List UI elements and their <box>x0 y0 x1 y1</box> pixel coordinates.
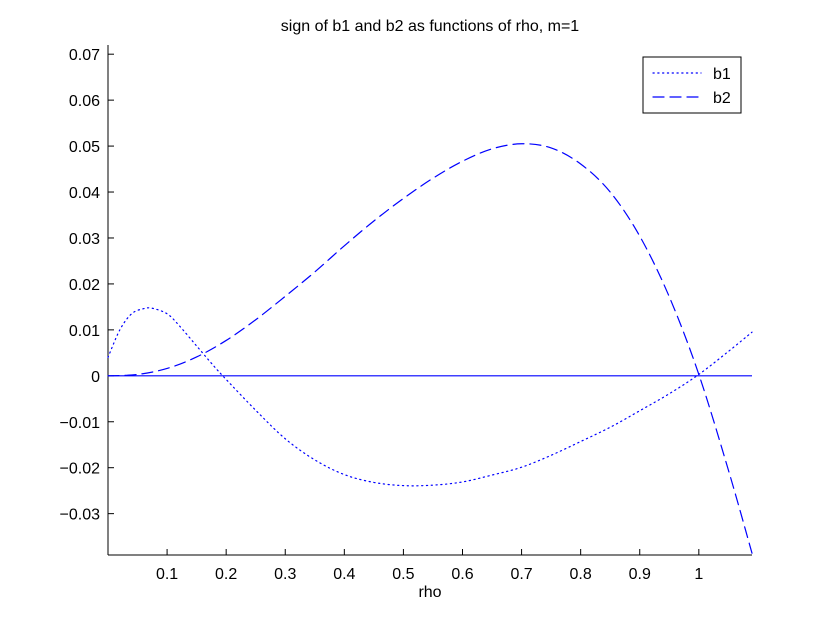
x-tick-label: 0.4 <box>333 566 355 583</box>
legend-box <box>642 56 742 114</box>
x-tick-label: 0.8 <box>570 566 592 583</box>
x-axis-label: rho <box>418 584 441 601</box>
x-tick-label: 0.1 <box>156 566 178 583</box>
y-tick-label: −0.01 <box>60 415 101 432</box>
y-tick-label: 0.01 <box>69 323 100 340</box>
chart-title: sign of b1 and b2 as functions of rho, m… <box>281 18 580 35</box>
series-line-b1 <box>107 307 753 487</box>
x-tick-label: 0.2 <box>215 566 237 583</box>
y-tick-label: 0.02 <box>69 277 100 294</box>
y-tick-label: 0.06 <box>69 93 100 110</box>
x-tick-label: 0.5 <box>392 566 414 583</box>
y-tick-label: −0.02 <box>60 461 101 478</box>
legend-label-b1: b1 <box>713 66 731 83</box>
x-tick-label: 1 <box>694 566 703 583</box>
y-tick-label: 0.07 <box>69 47 100 64</box>
x-tick-label: 0.6 <box>451 566 473 583</box>
x-tick-label: 0.9 <box>629 566 651 583</box>
y-tick-label: 0.04 <box>69 185 100 202</box>
plot-area: 0.07 0.06 0.05 0.04 0.03 0.02 0.01 0 −0.01 −0.02 −… <box>60 45 753 583</box>
y-tick-label: 0.05 <box>69 139 100 156</box>
x-tick-label: 0.7 <box>510 566 532 583</box>
y-tick-label: 0 <box>91 369 100 386</box>
y-tick-label: −0.03 <box>60 507 101 524</box>
x-tick-label: 0.3 <box>274 566 296 583</box>
legend-label-b2: b2 <box>713 90 731 107</box>
series-line-b2 <box>107 143 753 554</box>
y-tick-label: 0.03 <box>69 231 100 248</box>
